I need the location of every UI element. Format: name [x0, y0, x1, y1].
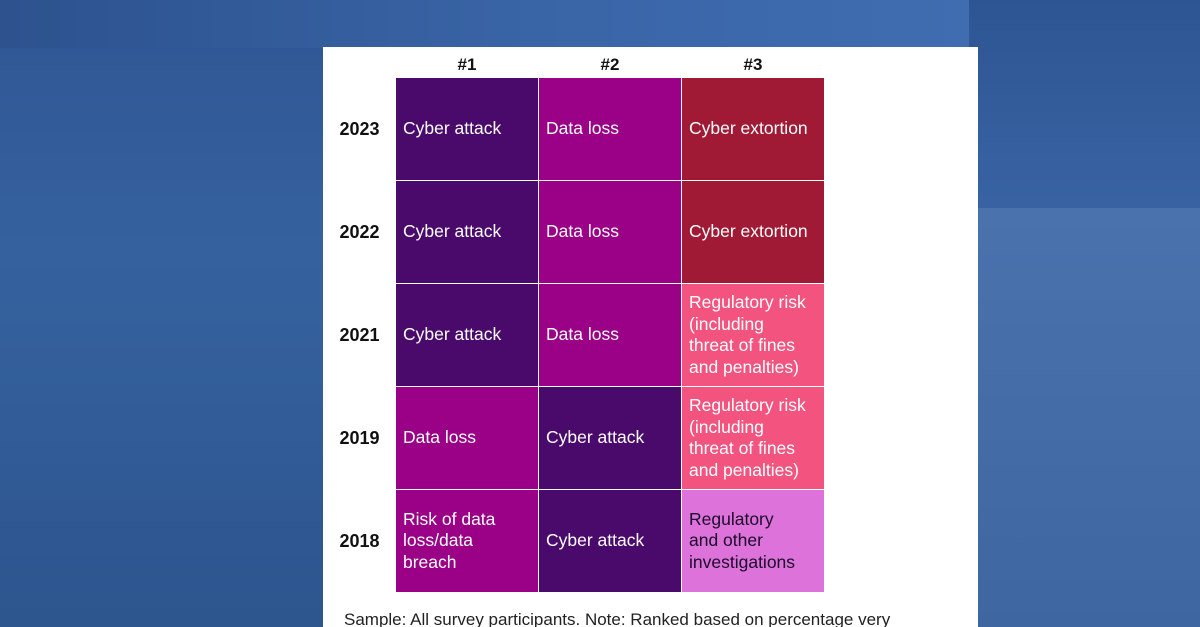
- rank-column-header: #3: [743, 55, 763, 74]
- risk-cell-label: Risk of data loss/data breach: [403, 508, 496, 572]
- risk-cell: Cyber attack: [539, 490, 682, 593]
- risk-cell: Data loss: [539, 78, 682, 181]
- risk-cell: Cyber extortion: [682, 78, 825, 181]
- risk-cell: Cyber attack: [396, 181, 539, 284]
- risk-cell-label: Regulatory risk (including threat of fines…: [689, 292, 806, 377]
- year-label: 2019: [339, 427, 380, 448]
- background-right-lower-band: [969, 208, 1200, 627]
- risk-cell-label: Data loss: [546, 221, 619, 242]
- year-label: 2018: [339, 530, 380, 551]
- risk-cell-label: Regulatory and other investigations: [689, 508, 796, 572]
- risk-cell-label: Data loss: [546, 118, 619, 139]
- risk-cell: Data loss: [539, 284, 682, 387]
- risk-cell-label: Cyber extortion: [689, 221, 808, 242]
- ranking-table-card: Sample: All survey participants. Note: R…: [323, 47, 978, 627]
- risk-cell-label: Cyber attack: [403, 118, 502, 139]
- risk-cell-label: Regulatory risk (including threat of fines…: [689, 395, 806, 480]
- year-label: 2021: [339, 324, 380, 345]
- rank-column-header: #1: [457, 55, 477, 74]
- year-label: 2022: [339, 221, 380, 242]
- sample-note: Sample: All survey participants. Note: R…: [344, 610, 891, 627]
- background-top-band: [0, 0, 969, 48]
- risk-cell: Cyber attack: [539, 387, 682, 490]
- risk-cell: Cyber attack: [396, 78, 539, 181]
- rank-column-header: #2: [600, 55, 620, 74]
- risk-cell: Data loss: [539, 181, 682, 284]
- risk-cell: Cyber attack: [396, 284, 539, 387]
- risk-cell-label: Cyber attack: [403, 221, 502, 242]
- risk-cell: Regulatory and other investigations: [682, 490, 825, 593]
- background-right-band: [969, 0, 1200, 208]
- risk-cell: Regulatory risk (including threat of fines…: [682, 284, 825, 387]
- year-label: 2023: [339, 118, 380, 139]
- risk-cell: Cyber extortion: [682, 181, 825, 284]
- risk-cell: Data loss: [396, 387, 539, 490]
- risk-cell-label: Cyber attack: [546, 530, 645, 551]
- risk-cell-label: Cyber extortion: [689, 118, 808, 139]
- risk-cell-label: Cyber attack: [403, 324, 502, 345]
- risk-cell: Risk of data loss/data breach: [396, 490, 539, 593]
- risk-cell-label: Data loss: [403, 427, 476, 448]
- risk-cell-label: Cyber attack: [546, 427, 645, 448]
- risk-cell: Regulatory risk (including threat of fines…: [682, 387, 825, 490]
- risk-cell-label: Data loss: [546, 324, 619, 345]
